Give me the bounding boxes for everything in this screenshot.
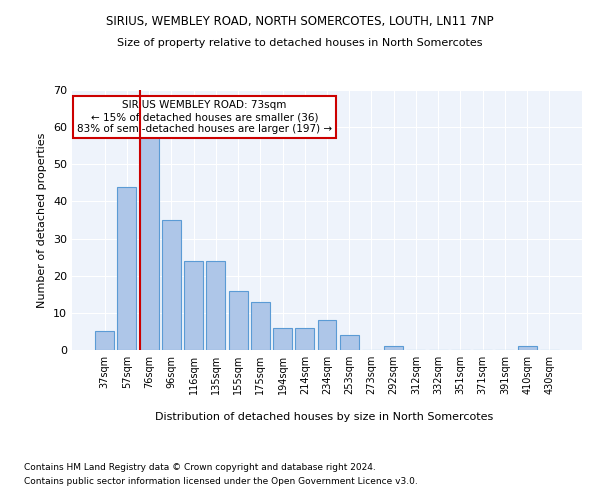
Bar [140,131,158,350]
Bar [273,328,292,350]
Text: SIRIUS, WEMBLEY ROAD, NORTH SOMERCOTES, LOUTH, LN11 7NP: SIRIUS, WEMBLEY ROAD, NORTH SOMERCOTES, … [106,15,494,28]
Bar [95,332,114,350]
Bar [184,261,203,350]
Bar [384,346,403,350]
Bar [118,186,136,350]
Bar [295,328,314,350]
Text: Distribution of detached houses by size in North Somercotes: Distribution of detached houses by size … [155,412,493,422]
Bar [340,335,359,350]
Bar [317,320,337,350]
Y-axis label: Number of detached properties: Number of detached properties [37,132,47,308]
Bar [162,220,181,350]
Text: SIRIUS WEMBLEY ROAD: 73sqm
← 15% of detached houses are smaller (36)
83% of semi: SIRIUS WEMBLEY ROAD: 73sqm ← 15% of deta… [77,100,332,134]
Text: Contains HM Land Registry data © Crown copyright and database right 2024.: Contains HM Land Registry data © Crown c… [24,462,376,471]
Bar [518,346,536,350]
Text: Contains public sector information licensed under the Open Government Licence v3: Contains public sector information licen… [24,478,418,486]
Text: Size of property relative to detached houses in North Somercotes: Size of property relative to detached ho… [117,38,483,48]
Bar [251,302,270,350]
Bar [229,290,248,350]
Bar [206,261,225,350]
